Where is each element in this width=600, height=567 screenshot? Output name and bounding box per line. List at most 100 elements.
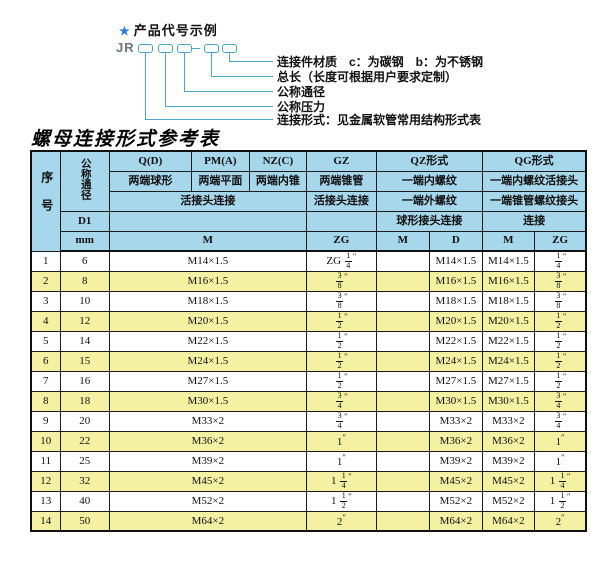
cell-qg-m: M64×2 xyxy=(481,510,535,532)
cell-qg-zg: 1 2 ″ xyxy=(533,310,587,332)
cell-dn: 50 xyxy=(59,510,110,532)
cell-zg: 1 2 ″ xyxy=(305,330,377,352)
cell-qz-m xyxy=(375,370,430,392)
cell-dn: 40 xyxy=(59,490,110,512)
cell-no: 6 xyxy=(30,350,61,372)
cell-qg-m: M45×2 xyxy=(481,470,535,492)
cell-qg-zg: 2″ xyxy=(533,510,587,532)
cell-dn: 32 xyxy=(59,470,110,492)
table-row: 12 32 M45×2 1 1 4 ″ M45×2 M45×2 1 1 4 ″ xyxy=(30,470,587,492)
cell-m: M64×2 xyxy=(108,510,307,532)
header-qg-zg: ZG xyxy=(533,230,587,252)
cell-qg-zg: 1 2 ″ xyxy=(533,330,587,352)
table-title: 螺母连接形式参考表 xyxy=(31,129,221,150)
cell-dn: 10 xyxy=(59,290,110,312)
cell-zg: 1 2 ″ xyxy=(305,310,377,332)
header-qg-conn: 连接 xyxy=(481,210,587,232)
connector-line xyxy=(184,53,273,92)
cell-zg: 3 4 ″ xyxy=(305,390,377,412)
star-icon: ★ xyxy=(119,24,131,38)
cell-m: M14×1.5 xyxy=(108,250,307,272)
cell-dn: 14 xyxy=(59,330,110,352)
header-row-5: mm M ZG M D M ZG xyxy=(31,230,587,252)
reference-table: 序号 公称通径 Q(D) PM(A) NZ(C) GZ QZ形式 QG形式 两端… xyxy=(30,150,588,533)
cell-dn: 25 xyxy=(59,450,110,472)
header-q-desc: 两端球形 xyxy=(108,170,192,192)
connector-line xyxy=(145,53,273,120)
diagram-label: 连接件材质 c：为碳钢 b：为不锈钢 xyxy=(277,55,484,69)
header-gz-union: 活接头连接 xyxy=(305,190,377,212)
cell-dn: 18 xyxy=(59,390,110,412)
cell-zg: 3 8 ″ xyxy=(305,270,377,292)
header-qz-d: D xyxy=(428,230,483,252)
cell-qg-m: M20×1.5 xyxy=(481,310,535,332)
header-q-code: Q(D) xyxy=(108,150,192,172)
cell-dn: 22 xyxy=(59,430,110,452)
table-row: 10 22 M36×2 1″ M36×2 M36×2 1″ xyxy=(30,430,587,452)
header-gz-desc: 两端锥管 xyxy=(305,170,377,192)
cell-m: M20×1.5 xyxy=(108,310,307,332)
diagram-label: 公称压力 xyxy=(277,100,326,114)
cell-no: 12 xyxy=(30,470,61,492)
connector-line xyxy=(229,53,273,62)
header-qz-m: M xyxy=(375,230,430,252)
cell-m: M24×1.5 xyxy=(108,350,307,372)
cell-no: 3 xyxy=(30,290,61,312)
cell-qz-m xyxy=(375,310,430,332)
code-box xyxy=(138,44,153,53)
cell-no: 11 xyxy=(30,450,61,472)
cell-zg: 1 1 4 ″ xyxy=(305,470,377,492)
header-d1: D1 xyxy=(59,210,110,232)
cell-no: 5 xyxy=(30,330,61,352)
cell-qz-m xyxy=(375,490,430,512)
cell-qz-m xyxy=(375,330,430,352)
cell-qz-m xyxy=(375,430,430,452)
cell-qg-zg: 1 1 4 ″ xyxy=(533,470,587,492)
cell-no: 14 xyxy=(30,510,61,532)
table-row: 11 25 M39×2 1″ M39×2 M39×2 1″ xyxy=(30,450,587,472)
header-row-3: 活接头连接 活接头连接 一端外螺纹 一端锥管螺纹接头 xyxy=(31,190,587,212)
cell-qz-m xyxy=(375,470,430,492)
cell-qg-m: M24×1.5 xyxy=(481,350,535,372)
header-zg: ZG xyxy=(305,230,377,252)
cell-qz-d: M27×1.5 xyxy=(428,370,483,392)
cell-qz-d: M30×1.5 xyxy=(428,390,483,412)
cell-qg-m: M16×1.5 xyxy=(481,270,535,292)
header-qz-thread-in: 一端内螺纹 xyxy=(375,170,483,192)
diagram-label: 连接形式：见金属软管常用结构形式表 xyxy=(277,113,482,127)
cell-dn: 12 xyxy=(59,310,110,332)
cell-qz-d: M45×2 xyxy=(428,470,483,492)
cell-qg-zg: 3 4 ″ xyxy=(533,390,587,412)
cell-zg: 1″ xyxy=(305,450,377,472)
code-box xyxy=(204,44,219,53)
cell-zg: 2″ xyxy=(305,510,377,532)
header-nz-code: NZ(C) xyxy=(248,150,307,172)
cell-qg-zg: 3 8 ″ xyxy=(533,270,587,292)
cell-qz-d: M16×1.5 xyxy=(428,270,483,292)
cell-no: 7 xyxy=(30,370,61,392)
header-row-1: 序号 公称通径 Q(D) PM(A) NZ(C) GZ QZ形式 QG形式 xyxy=(30,150,587,252)
header-serial: 序号 xyxy=(30,150,61,252)
header-qz-thread-out: 一端外螺纹 xyxy=(375,190,483,212)
cell-m: M39×2 xyxy=(108,450,307,472)
cell-qg-zg: 1 2 ″ xyxy=(533,350,587,372)
cell-qz-d: M52×2 xyxy=(428,490,483,512)
header-m: M xyxy=(108,230,307,252)
code-box xyxy=(158,44,173,53)
header-pm-desc: 两端平面 xyxy=(190,170,250,192)
header-serial-text: 序号 xyxy=(39,171,54,228)
code-dash xyxy=(192,48,200,49)
cell-qg-zg: 1 4 ″ xyxy=(533,250,587,272)
table-row: 8 18 M30×1.5 3 4 ″ M30×1.5 M30×1.5 3 4 ″ xyxy=(30,390,587,412)
header-qz-conn: 球形接头连接 xyxy=(375,210,483,232)
cell-no: 9 xyxy=(30,410,61,432)
cell-qz-d: M14×1.5 xyxy=(428,250,483,272)
cell-qz-m xyxy=(375,450,430,472)
cell-qg-m: M14×1.5 xyxy=(481,250,535,272)
cell-m: M36×2 xyxy=(108,430,307,452)
cell-qz-d: M39×2 xyxy=(428,450,483,472)
cell-qg-m: M52×2 xyxy=(481,490,535,512)
cell-qz-m xyxy=(375,290,430,312)
diagram-label: 公称通径 xyxy=(277,85,326,99)
